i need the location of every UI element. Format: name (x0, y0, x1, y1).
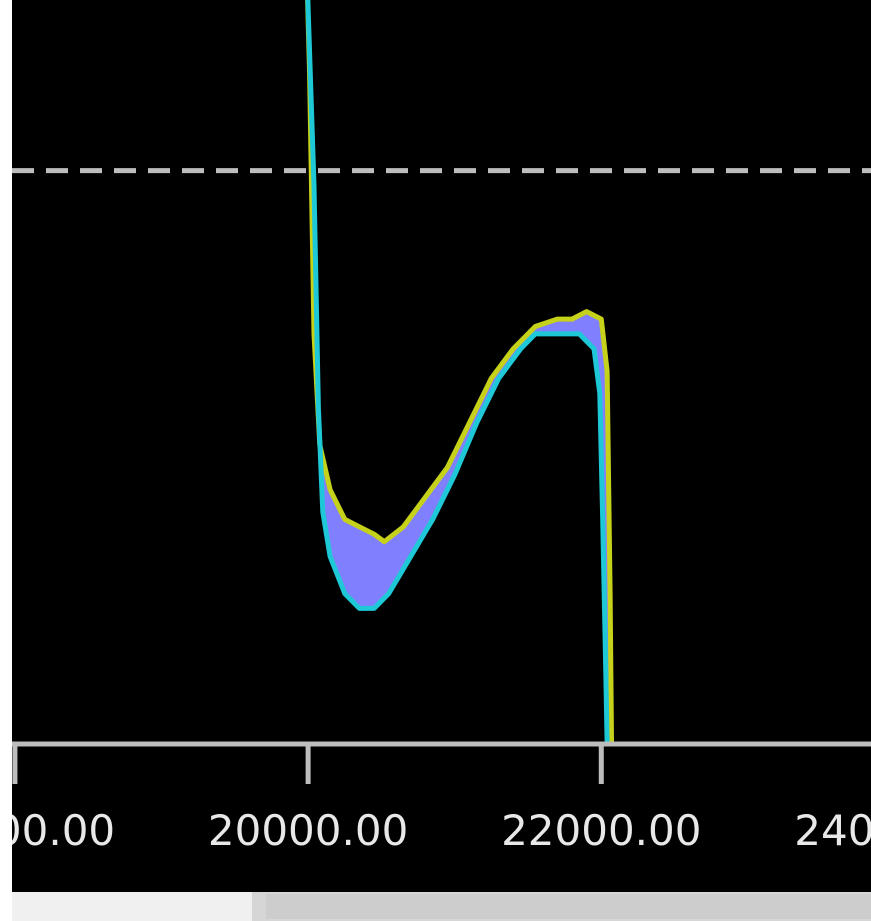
x-tick-label-3: 22000.00 (501, 806, 701, 855)
scrollbar-thumb[interactable] (266, 894, 871, 919)
horizontal-scrollbar[interactable] (12, 892, 871, 921)
x-tick-label-2: 20000.00 (208, 806, 408, 855)
fill-between-area (307, 0, 612, 742)
line-chart: 18000.00 20000.00 22000.00 24000.00 (0, 0, 871, 855)
x-tick-label-4: 24000.00 (794, 806, 871, 855)
left-margin (0, 0, 12, 921)
scrollbar-track-left[interactable] (12, 892, 252, 921)
x-tick-label-1: 18000.00 (0, 806, 115, 855)
series-line-2 (305, 0, 610, 745)
series-line-1 (305, 0, 614, 745)
